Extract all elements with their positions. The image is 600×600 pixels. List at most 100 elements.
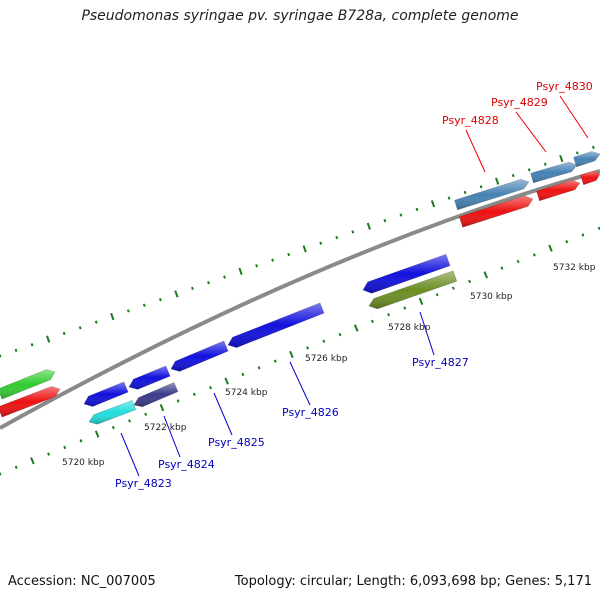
minor-tick (516, 259, 520, 264)
minor-tick (271, 258, 275, 262)
gene-4829-cds[interactable] (536, 179, 581, 202)
minor-tick (532, 253, 536, 257)
kbp-label-5722: 5722 kbp (144, 423, 187, 433)
minor-tick (209, 386, 212, 390)
gene-label-psyr-4824[interactable]: Psyr_4824 (158, 458, 215, 471)
gene-4822-cds[interactable] (0, 386, 61, 418)
minor-tick (435, 293, 439, 297)
callout-psyr-4830 (559, 95, 589, 139)
genome-backbone (0, 169, 600, 430)
minor-tick (47, 452, 51, 456)
gene-label-psyr-4829[interactable]: Psyr_4829 (491, 96, 548, 109)
gene-label-psyr-4830[interactable]: Psyr_4830 (536, 80, 593, 93)
minor-tick (14, 465, 18, 470)
minor-tick (351, 230, 355, 234)
gene-4829-cog[interactable] (530, 161, 578, 184)
major-tick (302, 245, 307, 253)
minor-tick (273, 359, 277, 363)
label-callouts (120, 95, 589, 477)
minor-tick (597, 226, 600, 231)
gene-label-psyr-4825[interactable]: Psyr_4825 (208, 436, 265, 449)
kbp-label-5724: 5724 kbp (225, 388, 268, 398)
major-tick (495, 177, 500, 185)
minor-tick (338, 332, 342, 337)
minor-tick (383, 218, 387, 223)
minor-tick (78, 326, 82, 330)
gene-4824-cog[interactable] (133, 382, 179, 408)
gene-4830-cog[interactable] (573, 151, 600, 168)
minor-tick (62, 331, 66, 336)
callout-psyr-4824 (163, 415, 181, 458)
minor-tick (463, 190, 467, 195)
minor-tick (30, 343, 34, 347)
map-title: Pseudomonas syringae pv. syringae B728a,… (81, 8, 519, 24)
minor-tick (255, 264, 259, 268)
gene-4830-cds[interactable] (580, 170, 600, 186)
minor-tick (176, 399, 180, 403)
major-tick (224, 377, 229, 385)
gene-4824-gene[interactable] (128, 365, 171, 390)
callout-psyr-4823 (120, 432, 140, 477)
major-tick (94, 430, 100, 438)
callout-psyr-4829 (515, 111, 547, 153)
minor-tick (192, 392, 196, 397)
minor-tick (257, 366, 261, 370)
minor-tick (306, 346, 310, 350)
minor-tick (451, 286, 455, 290)
minor-tick (241, 372, 245, 377)
minor-tick (144, 412, 148, 416)
minor-tick (399, 213, 403, 217)
minor-tick (158, 297, 162, 302)
minor-tick (415, 207, 419, 212)
major-tick (159, 403, 165, 412)
minor-tick (565, 239, 569, 244)
minor-tick (0, 472, 2, 476)
callout-psyr-4826 (289, 361, 311, 406)
major-tick (30, 457, 35, 465)
gene-4822-cog[interactable] (0, 369, 56, 400)
minor-tick (500, 266, 504, 270)
callout-psyr-4825 (213, 392, 233, 436)
minor-tick (319, 241, 323, 245)
gene-4828-cog[interactable] (454, 178, 530, 211)
kbp-label-5730: 5730 kbp (470, 292, 513, 302)
minor-tick (142, 303, 146, 307)
gene-4825-gene[interactable] (170, 340, 229, 372)
kbp-label-5728: 5728 kbp (388, 323, 431, 333)
major-tick (559, 154, 564, 163)
minor-tick (403, 306, 407, 310)
minor-tick (191, 286, 194, 290)
major-tick (430, 200, 436, 208)
gene-4823-gene[interactable] (83, 381, 129, 407)
minor-tick (527, 168, 531, 172)
gene-features (0, 151, 600, 425)
minor-tick (322, 339, 326, 343)
kbp-label-5720: 5720 kbp (62, 458, 105, 468)
major-tick (366, 222, 371, 230)
minor-tick (223, 275, 226, 279)
minor-tick (111, 425, 115, 430)
major-tick (548, 244, 553, 252)
major-tick (418, 297, 424, 306)
kbp-label-5726: 5726 kbp (305, 354, 348, 364)
gene-4827-gene[interactable] (362, 253, 451, 294)
minor-tick (94, 320, 98, 324)
minor-tick (581, 233, 585, 237)
minor-tick (14, 348, 18, 353)
gene-4827-cog[interactable] (368, 270, 458, 310)
minor-tick (511, 173, 515, 178)
tick-marks (0, 145, 600, 476)
gene-label-psyr-4828[interactable]: Psyr_4828 (442, 114, 499, 127)
major-tick (483, 271, 489, 279)
major-tick (174, 290, 179, 298)
gene-4826-gene[interactable] (227, 302, 325, 348)
gene-label-psyr-4827[interactable]: Psyr_4827 (412, 356, 469, 369)
gene-4828-cds[interactable] (458, 195, 534, 228)
minor-tick (335, 235, 339, 240)
gene-label-psyr-4826[interactable]: Psyr_4826 (282, 406, 339, 419)
major-tick (238, 267, 243, 276)
major-tick (353, 324, 359, 332)
genome-summary: Topology: circular; Length: 6,093,698 bp… (234, 574, 592, 589)
gene-label-psyr-4823[interactable]: Psyr_4823 (115, 477, 172, 490)
minor-tick (543, 162, 547, 166)
